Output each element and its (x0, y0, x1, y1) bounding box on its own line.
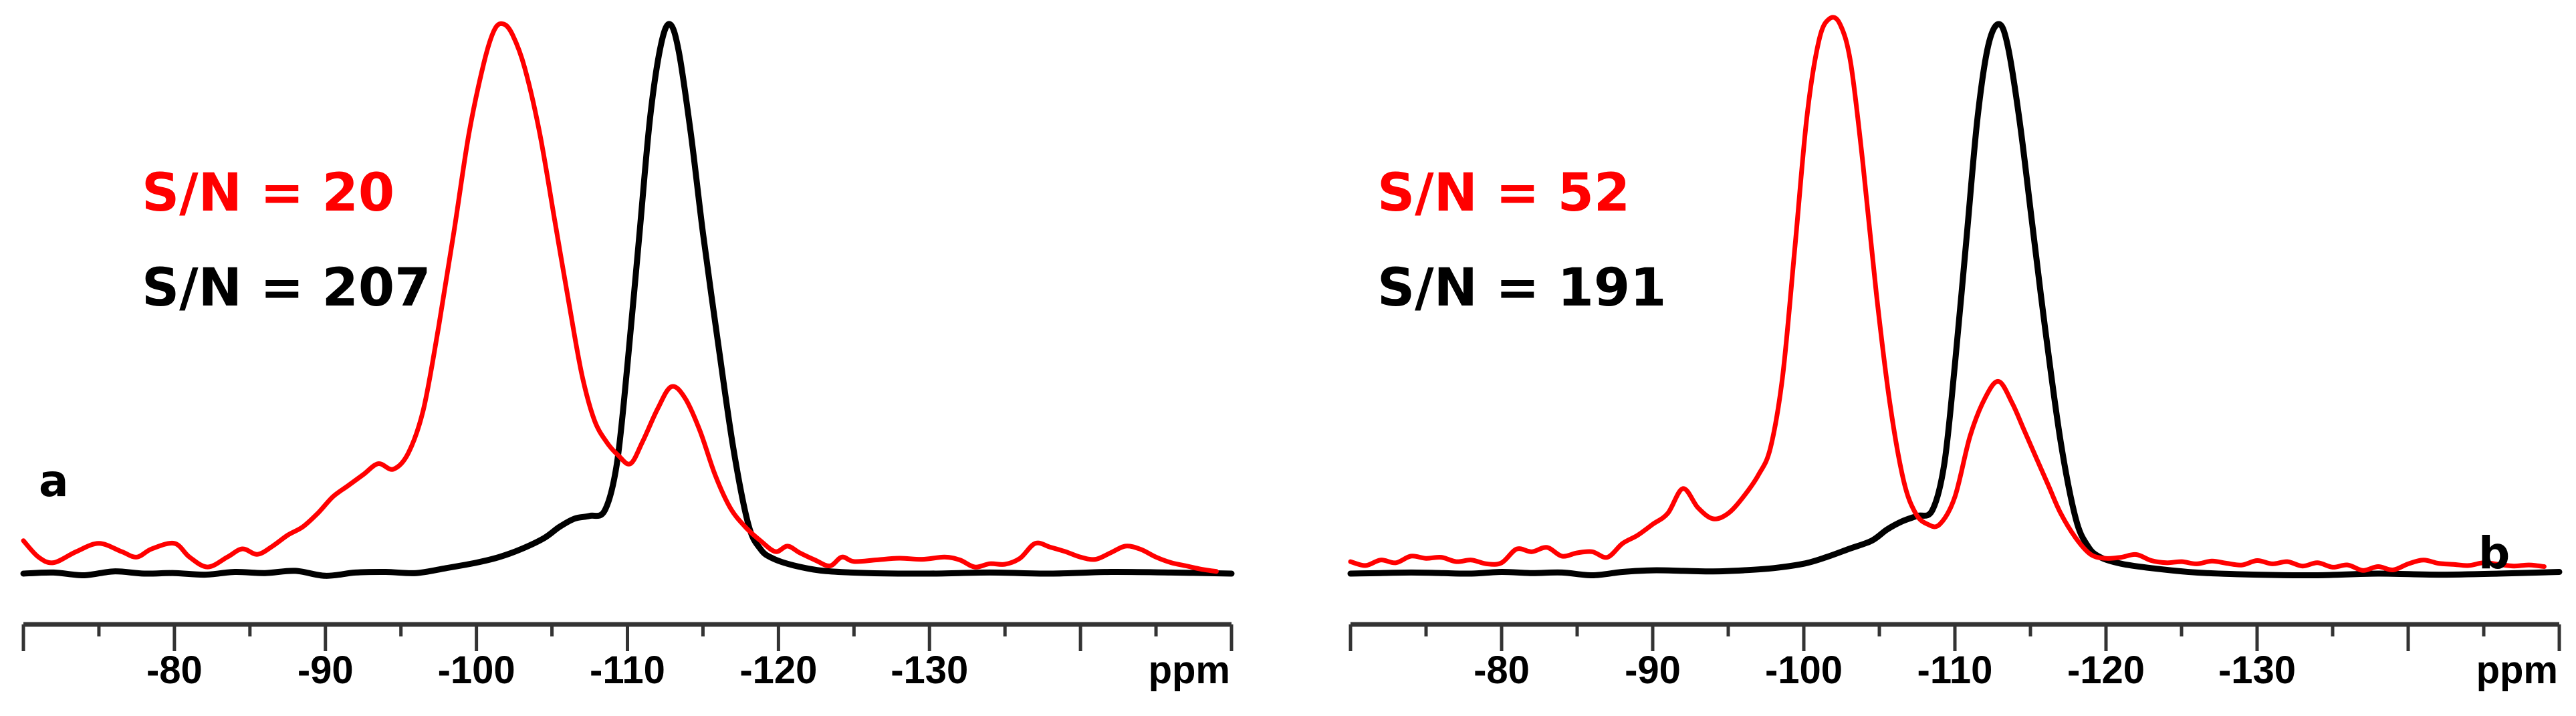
tick-label: -80 (1474, 648, 1530, 692)
panel-b-spectra (1347, 15, 2563, 579)
panel-a-spectra (20, 21, 1235, 579)
panel-b-sn-red: S/N = 52 (1377, 163, 1630, 223)
tick-label: -120 (2067, 648, 2145, 692)
red-spectrum-line (21, 21, 1219, 574)
panel-b-label: b (2478, 527, 2510, 579)
panel-b-sn-black: S/N = 191 (1377, 258, 1666, 318)
panel-a-label: a (39, 455, 69, 507)
red-spectrum-line (1348, 15, 2547, 573)
tick-label: -120 (739, 648, 817, 692)
tick-label: -80 (146, 648, 203, 692)
tick-label: -90 (298, 648, 354, 692)
panel-a-sn-black: S/N = 207 (142, 258, 431, 318)
tick-label: -90 (1625, 648, 1681, 692)
tick-label: -110 (590, 648, 665, 692)
tick-label: -130 (2218, 648, 2296, 692)
tick-label: -110 (1917, 648, 1993, 692)
panel-a-x-axis: -80 -90 -100 -110 -120 -130 (21, 622, 1234, 692)
tick-label: -100 (1765, 648, 1843, 692)
panel-a: -80 -90 -100 -110 -120 -130 S/N = 20 S/N = 20… (20, 21, 1235, 692)
panel-b-x-axis: -80 -90 -100 -110 -120 -130 (1349, 622, 2561, 692)
tick-label: -130 (891, 648, 968, 692)
black-spectrum-line (1347, 21, 2563, 579)
tick-label: -100 (438, 648, 515, 692)
black-spectrum-line (20, 21, 1235, 579)
panel-b-axis-unit: ppm (2476, 648, 2558, 692)
panel-a-sn-red: S/N = 20 (142, 163, 394, 223)
panel-b: -80 -90 -100 -110 -120 -130 S/N = 52 S/N = 19… (1347, 15, 2563, 692)
panel-a-axis-unit: ppm (1149, 648, 1230, 692)
